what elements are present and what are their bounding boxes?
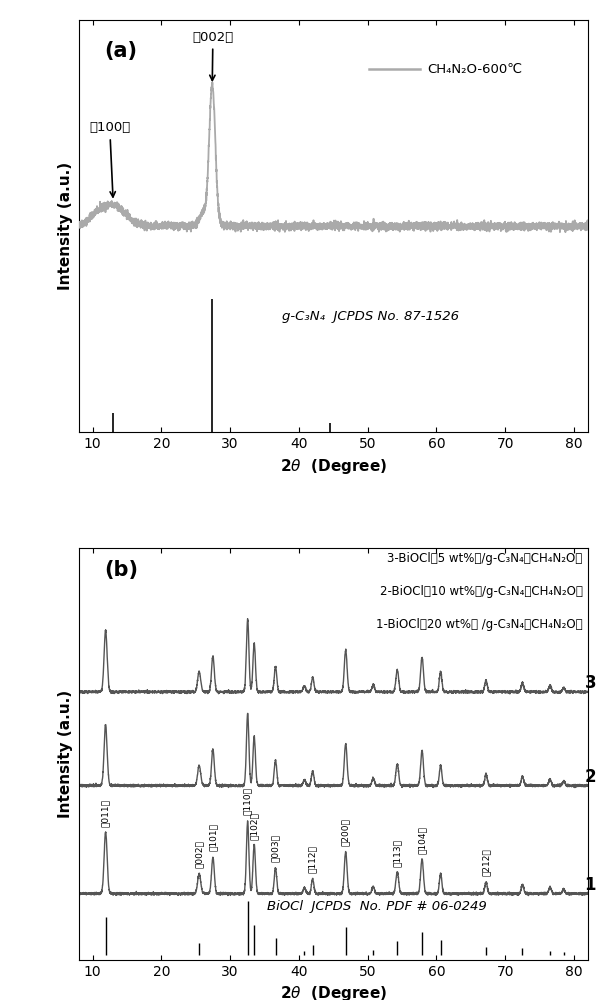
Text: BiOCl  JCPDS  No. PDF # 06-0249: BiOCl JCPDS No. PDF # 06-0249 bbox=[267, 900, 487, 913]
Text: 3-BiOCl（5 wt%）/g-C₃N₄（CH₄N₂O）: 3-BiOCl（5 wt%）/g-C₃N₄（CH₄N₂O） bbox=[387, 552, 583, 565]
Text: （200）: （200） bbox=[341, 818, 350, 846]
Text: （110）: （110） bbox=[243, 787, 252, 815]
X-axis label: 2$\theta$  (Degree): 2$\theta$ (Degree) bbox=[279, 457, 387, 476]
Text: （003）: （003） bbox=[271, 834, 280, 862]
Text: （002）: （002） bbox=[192, 31, 233, 80]
Text: （112）: （112） bbox=[308, 845, 317, 873]
Text: （101）: （101） bbox=[208, 823, 218, 851]
Text: 1-BiOCl（20 wt%） /g-C₃N₄（CH₄N₂O）: 1-BiOCl（20 wt%） /g-C₃N₄（CH₄N₂O） bbox=[376, 618, 583, 631]
Text: 2-BiOCl（10 wt%）/g-C₃N₄（CH₄N₂O）: 2-BiOCl（10 wt%）/g-C₃N₄（CH₄N₂O） bbox=[380, 585, 583, 598]
Text: CH₄N₂O-600℃: CH₄N₂O-600℃ bbox=[427, 63, 522, 76]
Text: 2: 2 bbox=[584, 768, 596, 786]
Text: 3: 3 bbox=[584, 674, 596, 692]
Text: g-C₃N₄  JCPDS No. 87-1526: g-C₃N₄ JCPDS No. 87-1526 bbox=[282, 310, 459, 323]
Text: （002）: （002） bbox=[195, 840, 204, 868]
Text: (a): (a) bbox=[104, 41, 137, 61]
Text: （102）: （102） bbox=[250, 812, 259, 840]
Text: （100）: （100） bbox=[89, 121, 130, 197]
Text: （011）: （011） bbox=[101, 799, 110, 827]
Text: 1: 1 bbox=[584, 876, 596, 894]
Y-axis label: Intensity (a.u.): Intensity (a.u.) bbox=[58, 690, 73, 818]
X-axis label: 2$\theta$  (Degree): 2$\theta$ (Degree) bbox=[279, 984, 387, 1000]
Text: （113）: （113） bbox=[393, 839, 402, 867]
Text: (b): (b) bbox=[104, 560, 138, 580]
Text: （104）: （104） bbox=[418, 826, 427, 854]
Text: （212）: （212） bbox=[482, 848, 490, 876]
Y-axis label: Intensity (a.u.): Intensity (a.u.) bbox=[58, 162, 73, 290]
